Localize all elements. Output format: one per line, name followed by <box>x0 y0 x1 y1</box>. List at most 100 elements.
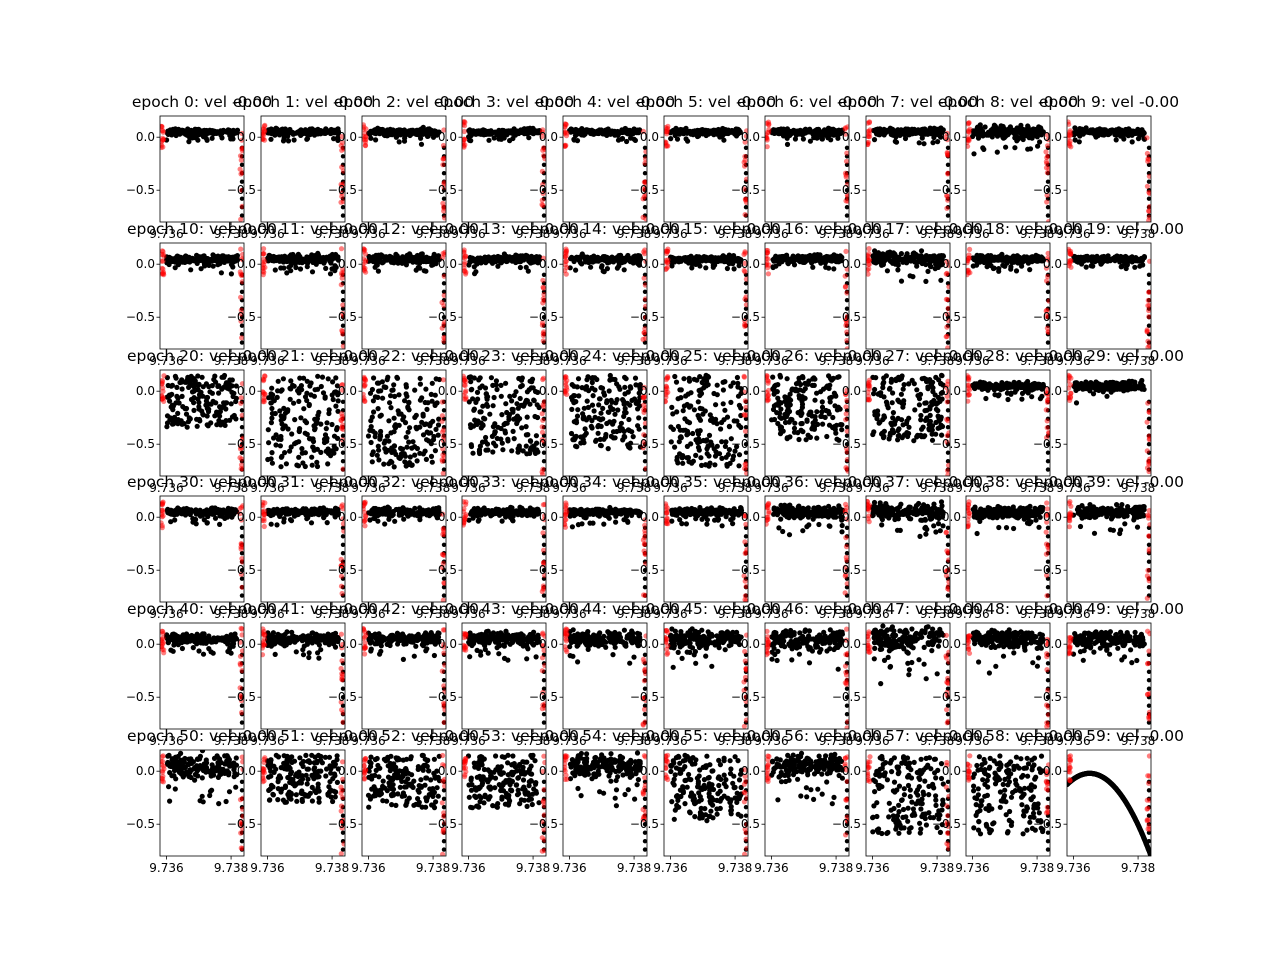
boundary-point <box>540 277 546 283</box>
data-point <box>469 130 475 136</box>
boundary-markers <box>563 121 647 222</box>
y-tick-label: 0.0 <box>1043 257 1062 271</box>
boundary-point <box>339 147 345 153</box>
boundary-point <box>944 324 950 330</box>
data-point <box>329 256 335 262</box>
data-point <box>191 395 197 401</box>
boundary-point <box>866 257 871 263</box>
data-point <box>1113 137 1119 143</box>
x-tick-label: 9.738 <box>1020 227 1054 241</box>
axes-frame <box>764 242 850 350</box>
data-point <box>314 459 320 465</box>
data-point <box>194 252 200 258</box>
data-point <box>522 255 528 261</box>
data-point <box>239 425 244 430</box>
data-point <box>507 138 513 144</box>
x-tick-label: 9.736 <box>1056 227 1090 241</box>
data-point <box>621 267 627 273</box>
data-point <box>340 459 345 464</box>
boundary-point <box>842 273 848 279</box>
data-point <box>1012 145 1018 151</box>
boundary-point <box>844 150 849 156</box>
subplot-title: epoch 6: vel -0.00 <box>737 93 877 111</box>
data-point <box>168 130 174 136</box>
boundary-point <box>1046 298 1050 304</box>
boundary-point <box>441 185 446 191</box>
y-tick-label: −0.5 <box>529 183 558 197</box>
boundary-point <box>563 121 568 127</box>
boundary-point <box>641 186 647 192</box>
data-point <box>844 213 849 218</box>
data-point <box>204 400 210 407</box>
data-point <box>984 264 990 270</box>
data-point <box>919 260 925 266</box>
data-point <box>365 433 372 439</box>
data-point <box>1080 129 1086 135</box>
data-point <box>375 443 381 449</box>
subplot-title: epoch 21: vel -0.00 <box>228 347 378 365</box>
data-point <box>1139 257 1145 263</box>
boundary-markers <box>664 123 748 218</box>
x-tick-label: 9.736 <box>451 227 485 241</box>
data-point <box>333 251 339 258</box>
y-tick-label: 0.0 <box>438 130 457 144</box>
data-point <box>642 171 647 176</box>
data-point <box>582 128 588 134</box>
data-point <box>323 265 329 271</box>
boundary-point <box>1068 264 1074 270</box>
data-point <box>204 394 211 401</box>
data-point <box>299 450 305 456</box>
data-point <box>723 127 729 133</box>
data-point <box>800 254 807 260</box>
data-point <box>384 377 390 383</box>
data-point <box>277 255 283 261</box>
boundary-point <box>261 399 267 405</box>
boundary-point <box>642 160 647 166</box>
data-point <box>289 431 295 437</box>
data-point <box>1098 261 1104 267</box>
subplot-title: epoch 12: vel -0.00 <box>329 220 479 238</box>
data-point <box>196 257 203 264</box>
data-point <box>844 205 849 210</box>
boundary-markers <box>160 246 244 341</box>
x-tick-label: 9.738 <box>617 354 651 368</box>
boundary-point <box>843 322 849 328</box>
data-point <box>210 128 216 134</box>
y-tick-label: −0.5 <box>1033 183 1062 197</box>
data-point <box>430 130 437 136</box>
boundary-point <box>1045 153 1050 159</box>
boundary-point <box>539 197 545 203</box>
boundary-point <box>643 149 647 155</box>
data-point <box>271 128 277 134</box>
data-point <box>1005 255 1011 261</box>
x-tick-label: 9.738 <box>920 354 954 368</box>
boundary-point <box>540 255 546 261</box>
boundary-point <box>462 255 468 261</box>
data-point <box>309 269 316 275</box>
boundary-point <box>742 250 748 256</box>
data-point <box>175 255 181 261</box>
scatter-points <box>870 248 950 349</box>
data-point <box>174 384 180 390</box>
data-point <box>724 265 731 272</box>
boundary-point <box>844 346 849 349</box>
boundary-point <box>1044 313 1050 319</box>
boundary-markers <box>664 246 748 329</box>
x-tick-label: 9.738 <box>315 354 349 368</box>
axes-frame <box>260 369 346 477</box>
x-tick-label: 9.736 <box>250 227 284 241</box>
data-point <box>420 413 426 419</box>
boundary-point <box>946 284 950 290</box>
boundary-point <box>261 264 266 271</box>
data-point <box>280 259 287 265</box>
boundary-point <box>1067 246 1072 252</box>
data-point <box>1025 260 1031 266</box>
data-point <box>911 126 917 132</box>
axes-frame <box>461 115 547 223</box>
